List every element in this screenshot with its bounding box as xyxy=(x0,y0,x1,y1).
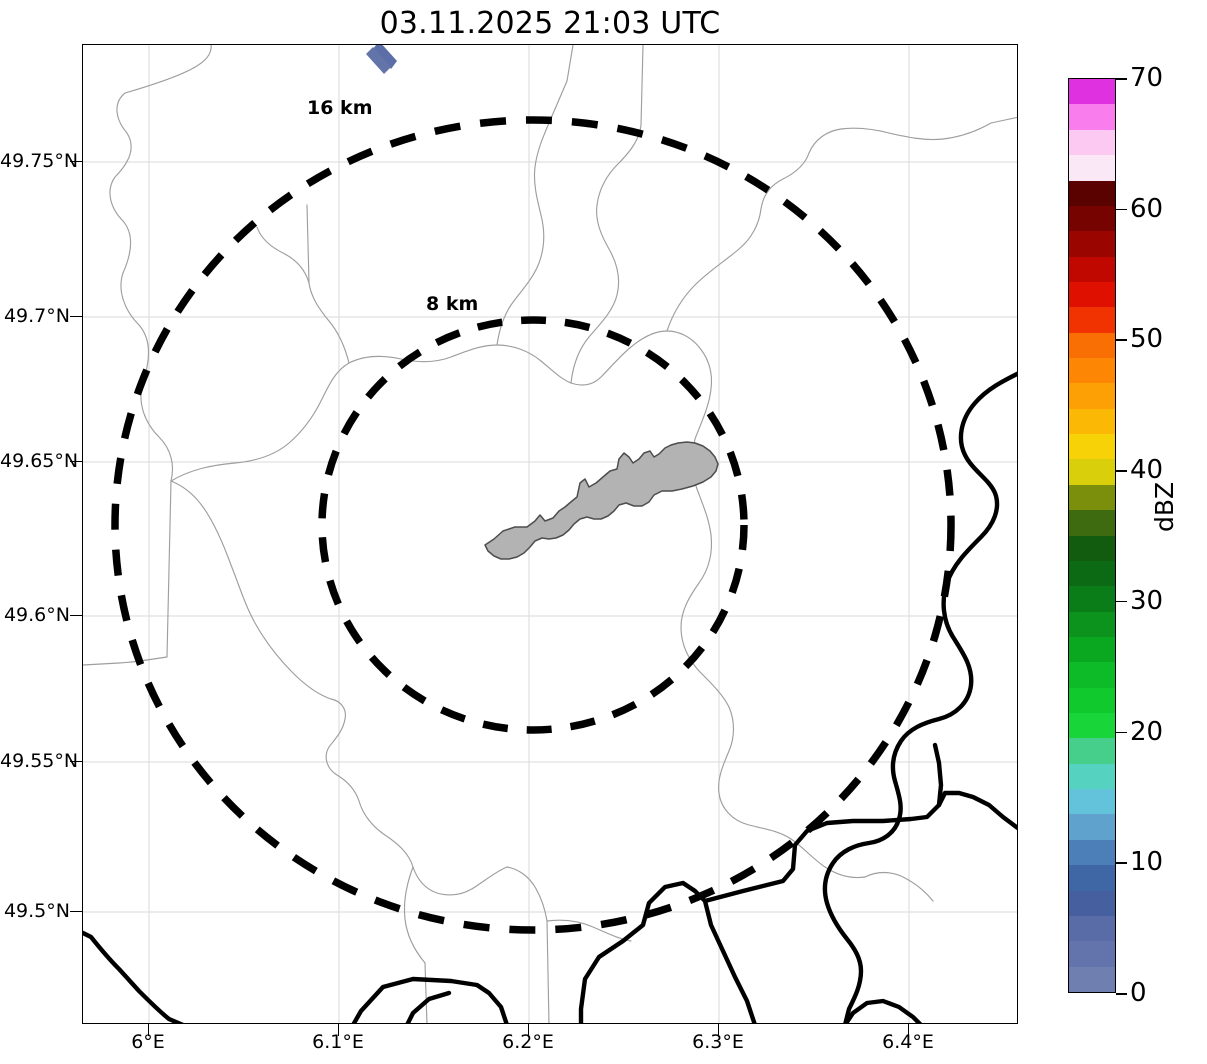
colorbar-band-28 xyxy=(1069,256,1115,282)
colorbar-tick-label-10: 10 xyxy=(1130,847,1164,878)
colorbar-band-33 xyxy=(1069,129,1115,156)
colorbar-tickmark xyxy=(1116,78,1127,80)
colorbar-band-18 xyxy=(1069,510,1115,536)
colorbar-band-35 xyxy=(1069,79,1115,105)
colorbar-band-31 xyxy=(1069,180,1115,206)
admin-boundaries xyxy=(83,45,1017,1023)
colorbar-band-3 xyxy=(1069,890,1115,916)
colorbar-band-8 xyxy=(1069,763,1115,790)
y-tickmark xyxy=(70,761,82,763)
colorbar-tickmark xyxy=(1116,600,1127,603)
x-tick-label-63: 6.3°E xyxy=(692,1031,744,1053)
colorbar-band-13 xyxy=(1069,636,1115,663)
x-tick-label-64: 6.4°E xyxy=(882,1031,934,1053)
x-tickmark xyxy=(908,1024,910,1036)
colorbar-band-20 xyxy=(1069,459,1115,485)
colorbar-tickmark xyxy=(1116,339,1127,341)
colorbar-band-29 xyxy=(1069,231,1115,257)
colorbar-band-32 xyxy=(1069,155,1115,181)
colorbar-tick-label-40: 40 xyxy=(1130,455,1164,486)
colorbar-band-26 xyxy=(1069,307,1115,333)
colorbar-band-16 xyxy=(1069,560,1115,587)
colorbar-band-11 xyxy=(1069,687,1115,714)
colorbar-band-24 xyxy=(1069,358,1115,384)
radar-echo-north xyxy=(366,45,397,74)
colorbar-band-2 xyxy=(1069,915,1115,942)
colorbar-tickmark xyxy=(1116,470,1127,472)
city-area-polygon xyxy=(484,441,719,560)
x-tickmark xyxy=(528,1024,530,1036)
x-tickmark xyxy=(718,1024,720,1036)
range-ring-8km-label: 8 km xyxy=(426,293,479,315)
y-tickmark xyxy=(70,161,82,163)
y-tick-label-496: 49.6°N xyxy=(3,604,70,626)
x-tick-label-62: 6.2°E xyxy=(502,1031,554,1053)
colorbar-gradient xyxy=(1068,78,1116,993)
colorbar-tick-label-60: 60 xyxy=(1130,193,1164,224)
figure-title: 03.11.2025 21:03 UTC xyxy=(379,6,721,41)
range-ring-8km xyxy=(318,316,748,734)
y-tick-label-4955: 49.55°N xyxy=(0,750,79,772)
colorbar-tickmark xyxy=(1116,208,1127,211)
y-tick-label-497: 49.7°N xyxy=(3,305,70,327)
colorbar-tickmark xyxy=(1116,731,1127,734)
colorbar-tick-label-50: 50 xyxy=(1130,324,1164,355)
colorbar-band-19 xyxy=(1069,484,1115,511)
colorbar-tickmark xyxy=(1116,993,1127,995)
colorbar-band-6 xyxy=(1069,814,1115,840)
colorbar-band-0 xyxy=(1069,966,1115,992)
colorbar-band-12 xyxy=(1069,662,1115,688)
x-tickmark xyxy=(148,1024,150,1036)
colorbar-band-14 xyxy=(1069,611,1115,637)
range-rings xyxy=(111,116,955,934)
colorbar-tick-label-0: 0 xyxy=(1130,978,1147,1008)
y-tickmark xyxy=(70,911,82,913)
colorbar-band-25 xyxy=(1069,332,1115,359)
map-plot-area[interactable]: 16 km 8 km xyxy=(82,44,1018,1024)
colorbar-tick-label-70: 70 xyxy=(1130,63,1164,93)
colorbar-band-1 xyxy=(1069,941,1115,967)
map-canvas xyxy=(83,45,1017,1023)
x-tickmark xyxy=(338,1024,340,1036)
colorbar-tick-label-20: 20 xyxy=(1130,716,1164,747)
colorbar-band-22 xyxy=(1069,408,1115,435)
x-tick-label-61: 6.1°E xyxy=(312,1031,364,1053)
colorbar-band-7 xyxy=(1069,789,1115,815)
x-tick-label-6: 6°E xyxy=(131,1031,165,1053)
national-borders xyxy=(83,371,1017,1023)
range-ring-16km xyxy=(111,116,955,934)
y-tick-label-4975: 49.75°N xyxy=(0,150,79,172)
colorbar-band-21 xyxy=(1069,434,1115,460)
colorbar-band-30 xyxy=(1069,205,1115,232)
colorbar-band-4 xyxy=(1069,865,1115,891)
colorbar-band-15 xyxy=(1069,586,1115,612)
colorbar-tick-label-30: 30 xyxy=(1130,585,1164,616)
colorbar-band-17 xyxy=(1069,535,1115,561)
colorbar-band-10 xyxy=(1069,713,1115,739)
colorbar-axis-label: dBZ xyxy=(1150,481,1179,532)
y-tick-label-495: 49.5°N xyxy=(3,900,70,922)
y-tickmark xyxy=(70,615,82,617)
y-tick-label-4965: 49.65°N xyxy=(0,450,79,472)
colorbar[interactable]: 0 10 20 30 40 50 60 70 xyxy=(1068,63,1163,1008)
colorbar-band-5 xyxy=(1069,839,1115,866)
colorbar-band-27 xyxy=(1069,281,1115,308)
colorbar-band-34 xyxy=(1069,104,1115,130)
colorbar-tickmark xyxy=(1116,862,1127,864)
y-tickmark xyxy=(70,461,82,463)
colorbar-band-9 xyxy=(1069,738,1115,764)
y-tickmark xyxy=(70,316,82,318)
colorbar-band-23 xyxy=(1069,383,1115,409)
range-ring-16km-label: 16 km xyxy=(307,97,373,119)
